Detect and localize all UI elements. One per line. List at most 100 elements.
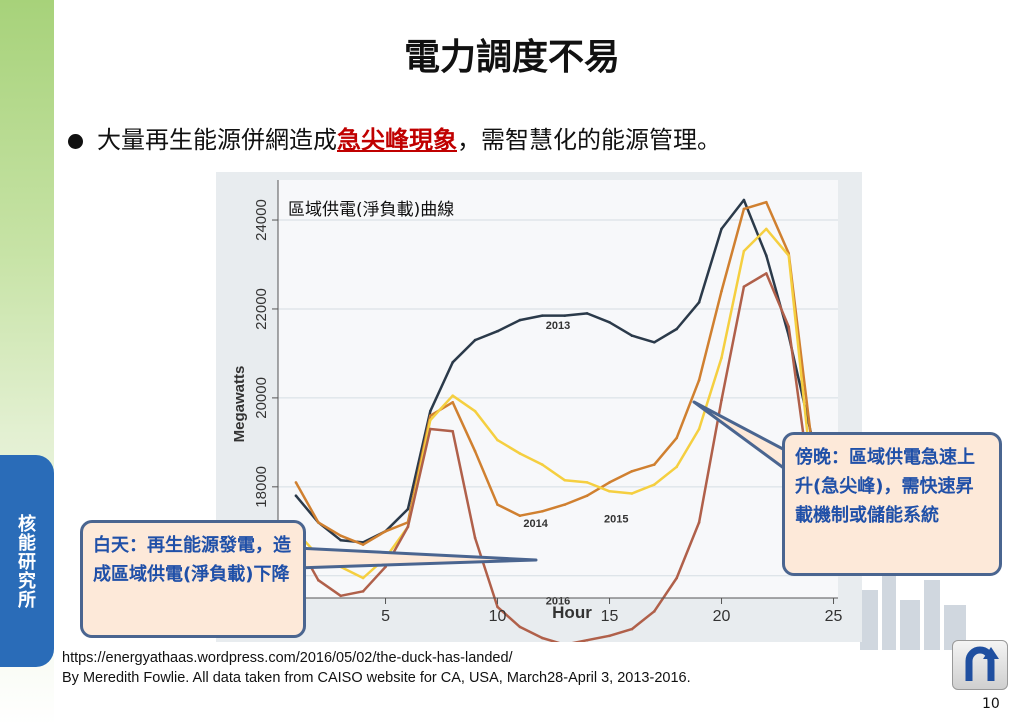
data-point-2016 bbox=[429, 427, 432, 431]
data-point-2015 bbox=[675, 465, 679, 469]
sidebar-char: 研 bbox=[18, 552, 36, 573]
sidebar-char: 所 bbox=[18, 590, 36, 611]
data-point-2013 bbox=[697, 300, 701, 304]
data-point-2013 bbox=[541, 314, 544, 317]
data-point-2016 bbox=[787, 325, 791, 329]
x-tick-label: 10 bbox=[489, 608, 507, 625]
sidebar-char: 核 bbox=[18, 514, 36, 535]
data-point-2014 bbox=[518, 514, 522, 518]
bullet-point: 大量再生能源併網造成急尖峰現象，需智慧化的能源管理。 bbox=[68, 120, 721, 155]
data-point-2015 bbox=[518, 452, 522, 455]
data-point-2016 bbox=[585, 638, 589, 642]
data-point-2014 bbox=[541, 509, 544, 513]
data-point-2013 bbox=[473, 338, 477, 342]
sidebar-label: 核 能 研 究 所 bbox=[0, 515, 54, 610]
y-tick-label: 18000 bbox=[253, 466, 270, 508]
data-point-2014 bbox=[473, 449, 477, 453]
data-point-2014 bbox=[653, 463, 656, 466]
x-tick-label: 15 bbox=[601, 608, 619, 625]
data-point-2015 bbox=[787, 254, 791, 257]
data-point-2013 bbox=[630, 334, 634, 337]
data-point-2015 bbox=[630, 492, 634, 495]
data-point-2013 bbox=[429, 409, 432, 413]
data-point-2016 bbox=[339, 594, 343, 598]
data-point-2013 bbox=[406, 507, 410, 511]
left-callout-pointer bbox=[294, 546, 538, 570]
data-point-2016 bbox=[697, 521, 701, 524]
data-point-2016 bbox=[742, 285, 746, 289]
y-tick-label: 20000 bbox=[253, 377, 270, 419]
bullet-text-post: ，需智慧化的能源管理。 bbox=[457, 126, 721, 154]
sidebar-tab bbox=[0, 455, 54, 667]
data-point-2013 bbox=[720, 227, 723, 231]
data-point-2014 bbox=[765, 200, 768, 204]
series-label-2013: 2013 bbox=[546, 320, 570, 332]
data-point-2015 bbox=[765, 227, 768, 231]
grid-lines bbox=[278, 219, 838, 577]
data-point-2016 bbox=[765, 272, 768, 275]
data-point-2014 bbox=[429, 414, 432, 417]
data-point-2016 bbox=[518, 625, 522, 629]
return-button[interactable] bbox=[952, 640, 1008, 690]
data-point-2015 bbox=[451, 394, 455, 397]
data-point-2013 bbox=[496, 329, 499, 333]
data-point-2013 bbox=[742, 198, 746, 202]
data-point-2015 bbox=[742, 249, 746, 253]
y-tick-label: 22000 bbox=[253, 288, 270, 330]
data-point-2014 bbox=[361, 543, 365, 546]
data-point-2016 bbox=[361, 590, 365, 593]
data-point-2014 bbox=[630, 469, 634, 473]
data-point-2016 bbox=[720, 398, 723, 402]
data-point-2016 bbox=[630, 627, 634, 631]
chart-title: 區域供電(淨負載)曲線 bbox=[288, 200, 454, 220]
data-point-2013 bbox=[653, 341, 656, 344]
data-point-2016 bbox=[608, 634, 611, 638]
y-tick-label: 24000 bbox=[253, 199, 270, 241]
data-point-2014 bbox=[563, 503, 567, 506]
data-point-2014 bbox=[496, 503, 499, 506]
data-point-2013 bbox=[451, 361, 455, 364]
source-citation: https://energyathaas.wordpress.com/2016/… bbox=[62, 648, 691, 688]
data-point-2014 bbox=[451, 401, 455, 404]
data-point-2015 bbox=[361, 576, 365, 580]
data-point-2015 bbox=[653, 483, 656, 486]
data-point-2016 bbox=[451, 429, 455, 433]
data-point-2014 bbox=[608, 481, 611, 484]
x-tick-label: 20 bbox=[713, 608, 731, 625]
page-number: 10 bbox=[982, 696, 1000, 712]
data-point-2013 bbox=[294, 494, 298, 498]
data-point-2013 bbox=[518, 318, 522, 322]
data-point-2013 bbox=[563, 314, 567, 317]
data-point-2014 bbox=[675, 436, 679, 440]
left-callout: 白天：再生能源發電，造成區域供電(淨負載)下降 bbox=[80, 520, 306, 638]
series-label-2016: 2016 bbox=[546, 596, 570, 608]
data-point-2015 bbox=[473, 409, 477, 413]
series-line-2014 bbox=[294, 200, 813, 546]
data-point-2014 bbox=[697, 378, 701, 382]
bullet-text-pre: 大量再生能源併網造成 bbox=[97, 126, 337, 154]
data-point-2014 bbox=[720, 289, 723, 293]
data-point-2016 bbox=[317, 578, 320, 582]
data-point-2016 bbox=[496, 605, 499, 609]
data-point-2015 bbox=[585, 481, 589, 484]
x-tick-label: 25 bbox=[825, 608, 843, 625]
data-point-2015 bbox=[541, 463, 544, 466]
x-ticks: 5 10 15 20 25 bbox=[278, 597, 843, 625]
source-credit: By Meredith Fowlie. All data taken from … bbox=[62, 670, 691, 686]
source-url: https://energyathaas.wordpress.com/2016/… bbox=[62, 650, 513, 666]
data-point-2013 bbox=[675, 327, 679, 331]
series-label-2014: 2014 bbox=[523, 518, 548, 530]
sidebar-char: 究 bbox=[18, 571, 36, 592]
sidebar-decoration: 核 能 研 究 所 bbox=[0, 0, 54, 725]
slide-title: 電力調度不易 bbox=[403, 37, 620, 78]
data-point-2014 bbox=[742, 207, 746, 211]
data-point-2015 bbox=[496, 438, 499, 442]
data-point-2016 bbox=[675, 576, 679, 580]
data-point-2015 bbox=[608, 489, 611, 493]
u-turn-arrow-icon bbox=[965, 646, 999, 681]
x-axis-label: Hour bbox=[552, 603, 592, 622]
data-point-2016 bbox=[473, 536, 477, 540]
right-callout: 傍晚：區域供電急速上升(急尖峰)，需快速昇載機制或儲能系統 bbox=[782, 432, 1002, 576]
data-point-2016 bbox=[541, 636, 544, 640]
